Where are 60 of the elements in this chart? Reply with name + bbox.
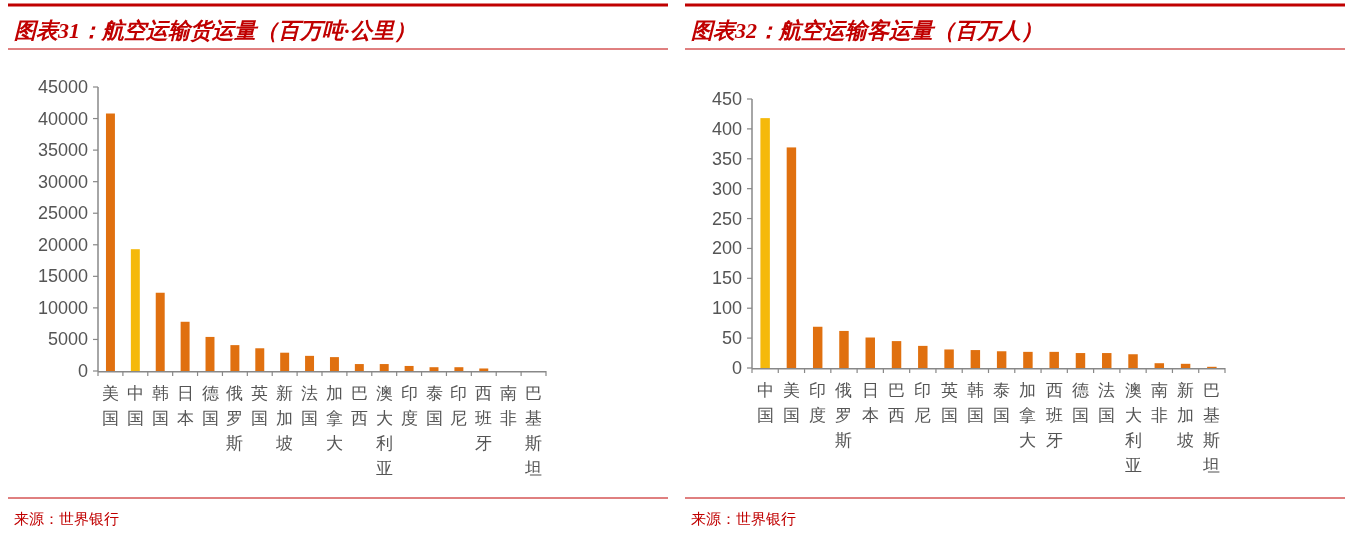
x-tick-label: 英国 [940,381,958,425]
x-tick-label: 美国 [782,381,800,425]
x-tick-label: 日本 [861,381,879,425]
x-tick-label: 南非 [1150,381,1168,425]
y-tick-label: 50 [721,328,742,349]
x-tick-label: 美国 [101,384,119,428]
x-tick-label: 澳大利亚 [375,384,393,478]
y-tick-label: 20000 [37,234,88,255]
x-tick-label: 日本 [176,384,194,428]
source-note: 来源：世界银行 [14,511,119,527]
x-tick-label: 俄罗斯 [226,384,244,453]
y-tick-label: 400 [711,118,742,139]
source-note: 来源：世界银行 [691,511,796,527]
x-tick-label: 中国 [126,384,144,428]
x-tick-label: 加拿大 [1019,381,1037,450]
x-tick-label: 韩国 [151,384,169,428]
y-tick-label: 150 [711,268,742,289]
x-tick-label: 德国 [201,384,219,428]
chart-title: 图表31：航空运输货运量（百万吨·公里） [14,18,416,43]
x-tick-label: 泰国 [425,384,443,428]
x-tick-label: 印度 [809,381,827,425]
y-tick-label: 0 [731,358,742,378]
y-tick-label: 30000 [37,171,88,192]
x-tick-label: 印尼 [450,384,468,428]
y-tick-label: 200 [711,238,742,259]
x-tick-label: 法国 [1098,381,1116,425]
x-tick-label: 巴基斯坦 [1202,381,1221,475]
x-tick-label: 印尼 [914,381,932,425]
x-tick-label: 巴西 [350,384,368,428]
y-tick-label: 5000 [47,329,88,350]
x-tick-label: 加拿大 [325,384,343,453]
y-tick-label: 10000 [37,297,88,318]
x-tick-label: 韩国 [966,381,984,425]
x-tick-label: 英国 [251,384,269,428]
x-tick-label: 新加坡 [275,384,294,453]
x-tick-label: 西班牙 [1045,381,1063,450]
x-tick-label: 中国 [756,381,774,425]
x-tick-label: 新加坡 [1176,381,1195,450]
y-tick-label: 0 [77,361,88,381]
x-tick-label: 法国 [301,384,319,428]
y-tick-label: 250 [711,208,742,229]
x-tick-label: 印度 [400,384,418,428]
y-tick-label: 35000 [37,140,88,161]
x-tick-label: 巴西 [888,381,906,425]
x-tick-label: 南非 [500,384,518,428]
chart-title: 图表32：航空运输客运量（百万人） [691,18,1043,43]
y-tick-label: 25000 [37,203,88,224]
y-tick-label: 350 [711,148,742,169]
y-tick-label: 450 [711,89,742,109]
x-tick-label: 澳大利亚 [1124,381,1142,475]
y-tick-label: 300 [711,178,742,199]
x-tick-label: 泰国 [993,381,1011,425]
y-tick-label: 100 [711,298,742,319]
x-tick-label: 巴基斯坦 [524,384,543,478]
x-tick-label: 西班牙 [475,384,493,453]
x-tick-label: 德国 [1071,381,1089,425]
x-tick-label: 俄罗斯 [835,381,853,450]
y-tick-label: 45000 [37,77,88,97]
y-tick-label: 40000 [37,108,88,129]
y-tick-label: 15000 [37,266,88,287]
